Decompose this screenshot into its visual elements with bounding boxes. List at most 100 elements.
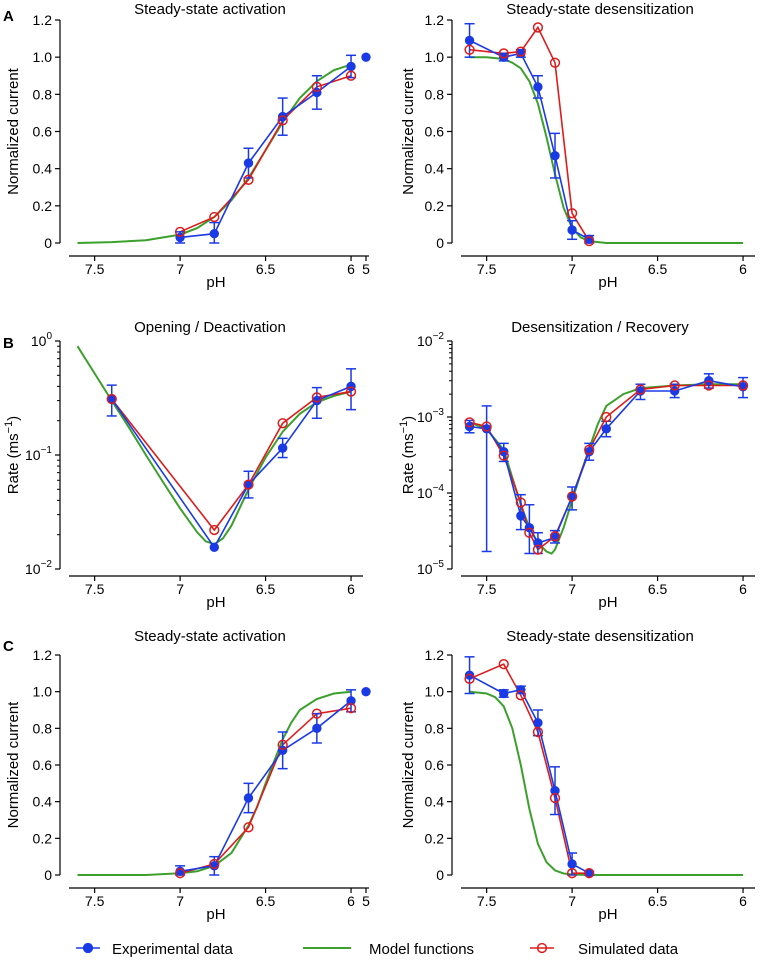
simulated-point bbox=[464, 673, 475, 684]
chart-b-left-series-experimental-line bbox=[111, 385, 352, 549]
chart-a-right: Steady-state desensitization 0 0.2 0.4 0.6 0.… bbox=[400, 1, 755, 291]
chart-c-left-title: Steady-state activation bbox=[134, 628, 286, 645]
y-tick-label: 0.6 bbox=[33, 124, 53, 140]
experimental-point bbox=[533, 718, 543, 728]
x-tick-label: 7.5 bbox=[85, 893, 105, 909]
y-tick-label: 10−4 bbox=[417, 483, 444, 501]
y-tick-label: 0.4 bbox=[425, 794, 445, 810]
legend-item-simulated-data: Simulated data bbox=[530, 941, 679, 958]
chart-a-right-series-model-line bbox=[469, 56, 743, 244]
x-tick-label: 7.5 bbox=[85, 261, 105, 277]
chart-c-left-series-experimental-line bbox=[179, 700, 352, 873]
x-tick-label: 6.5 bbox=[256, 893, 276, 909]
experimental-point bbox=[346, 381, 356, 392]
chart-c-left-series-simulated-line bbox=[179, 707, 352, 874]
x-tick-label: 7.5 bbox=[477, 893, 497, 909]
chart-c-right-series-model-line bbox=[469, 690, 743, 876]
panel-letter-b: B bbox=[3, 335, 14, 352]
simulated-point bbox=[515, 46, 526, 57]
y-tick-label: 0.6 bbox=[33, 757, 53, 773]
simulated-point bbox=[464, 417, 475, 428]
chart-c-left-y-label: Normalized current bbox=[5, 701, 22, 829]
experimental-point bbox=[312, 723, 322, 734]
experimental-point bbox=[243, 793, 254, 803]
y-tick-label: 0 bbox=[436, 235, 444, 251]
y-tick-label: 0.2 bbox=[425, 198, 445, 214]
simulated-point bbox=[524, 527, 535, 538]
experimental-point bbox=[567, 859, 577, 869]
chart-b-right-series-model-line bbox=[469, 383, 743, 555]
chart-a-right-y-label: Normalized current bbox=[400, 67, 417, 195]
y-tick-label: 10−2 bbox=[417, 331, 444, 349]
experimental-point bbox=[346, 696, 356, 706]
x-tick-label: 7.5 bbox=[477, 581, 497, 597]
y-tick-label: 10−5 bbox=[417, 559, 444, 577]
legend-marker bbox=[82, 942, 94, 954]
chart-b-right-x-label: pH bbox=[598, 594, 617, 611]
simulated-point bbox=[498, 659, 509, 670]
chart-b-left-series-model-line bbox=[76, 345, 352, 546]
chart-a-left-series-simulated-line bbox=[179, 75, 352, 233]
y-tick-label: 10−1 bbox=[25, 445, 52, 463]
chart-b-left-x-axis: 7.5 7 6.5 6 bbox=[69, 575, 363, 597]
experimental-point bbox=[346, 61, 356, 72]
chart-c-right-series-experimental-line bbox=[469, 674, 590, 874]
chart-a-right-x-label: pH bbox=[598, 274, 617, 291]
simulated-point bbox=[566, 868, 578, 879]
y-tick-label: 0.8 bbox=[33, 720, 53, 736]
x-tick-label: 6.5 bbox=[648, 581, 668, 597]
chart-b-right-title: Desensitization / Recovery bbox=[511, 319, 689, 336]
x-tick-label: 7 bbox=[176, 581, 184, 597]
y-tick-label: 100 bbox=[31, 331, 53, 349]
simulated-point bbox=[311, 392, 322, 403]
x-tick-label: 6.5 bbox=[256, 581, 276, 597]
simulated-point bbox=[277, 739, 288, 750]
simulated-point bbox=[345, 386, 357, 397]
experimental-point bbox=[567, 225, 577, 235]
legend-marker bbox=[536, 942, 548, 954]
chart-a-left-x-label: pH bbox=[206, 274, 225, 291]
experimental-point bbox=[550, 150, 560, 161]
y-tick-label: 0.4 bbox=[425, 161, 445, 177]
y-tick-label: 0 bbox=[44, 235, 52, 251]
simulated-point bbox=[737, 380, 749, 391]
x-tick-label: 6.5 bbox=[256, 261, 276, 277]
y-tick-label: 1.2 bbox=[33, 12, 53, 28]
chart-c-right-title: Steady-state desensitization bbox=[506, 628, 694, 645]
chart-c-right: Steady-state desensitization 0 0.2 0.4 0.6 0.… bbox=[400, 628, 755, 923]
simulated-point bbox=[209, 858, 220, 870]
chart-c-left-x-axis: 7.5 7 6.5 6 5 bbox=[69, 887, 370, 909]
chart-c-left-y-axis: 0 0.2 0.4 0.6 0.8 1.0 1.2 bbox=[33, 647, 61, 883]
simulated-point bbox=[566, 491, 578, 502]
simulated-point bbox=[311, 81, 322, 93]
chart-a-left-series-experimental-line bbox=[180, 65, 352, 239]
simulated-point bbox=[209, 524, 220, 536]
simulated-point bbox=[243, 822, 254, 833]
simulated-point bbox=[515, 690, 526, 701]
simulated-point bbox=[669, 380, 680, 391]
chart-b-left: Opening / Deactivation 10−2 10−1 100 Rate (m… bbox=[3, 319, 363, 611]
experimental-point bbox=[464, 35, 475, 46]
panel-letter-a: A bbox=[3, 8, 14, 25]
experimental-point bbox=[209, 542, 219, 553]
chart-c-right-y-axis: 0 0.2 0.4 0.6 0.8 1.0 1.2 bbox=[425, 647, 453, 883]
y-tick-label: 1.0 bbox=[33, 49, 53, 65]
x-tick-label: 6 bbox=[739, 893, 747, 909]
legend-label: Simulated data bbox=[578, 941, 679, 958]
chart-b-right: Desensitization / Recovery10−510−410−310… bbox=[398, 319, 755, 611]
simulated-point bbox=[464, 44, 475, 55]
chart-b-left-series-simulated-line bbox=[111, 390, 352, 532]
experimental-point bbox=[243, 158, 254, 168]
y-tick-label: 0.8 bbox=[33, 86, 53, 102]
experimental-point bbox=[277, 443, 288, 453]
x-tick-label: 7 bbox=[568, 893, 576, 909]
y-tick-label: 0.8 bbox=[425, 86, 445, 102]
chart-b-left-x-label: pH bbox=[206, 594, 225, 611]
chart-c-left-x-label: pH bbox=[206, 906, 225, 923]
simulated-point bbox=[532, 726, 544, 738]
x-tick-label: 5 bbox=[362, 893, 370, 909]
simulated-point bbox=[243, 479, 254, 490]
x-tick-label: 7 bbox=[176, 261, 184, 277]
y-tick-label: 10−2 bbox=[25, 559, 52, 577]
chart-c-right-y-label: Normalized current bbox=[400, 701, 417, 829]
